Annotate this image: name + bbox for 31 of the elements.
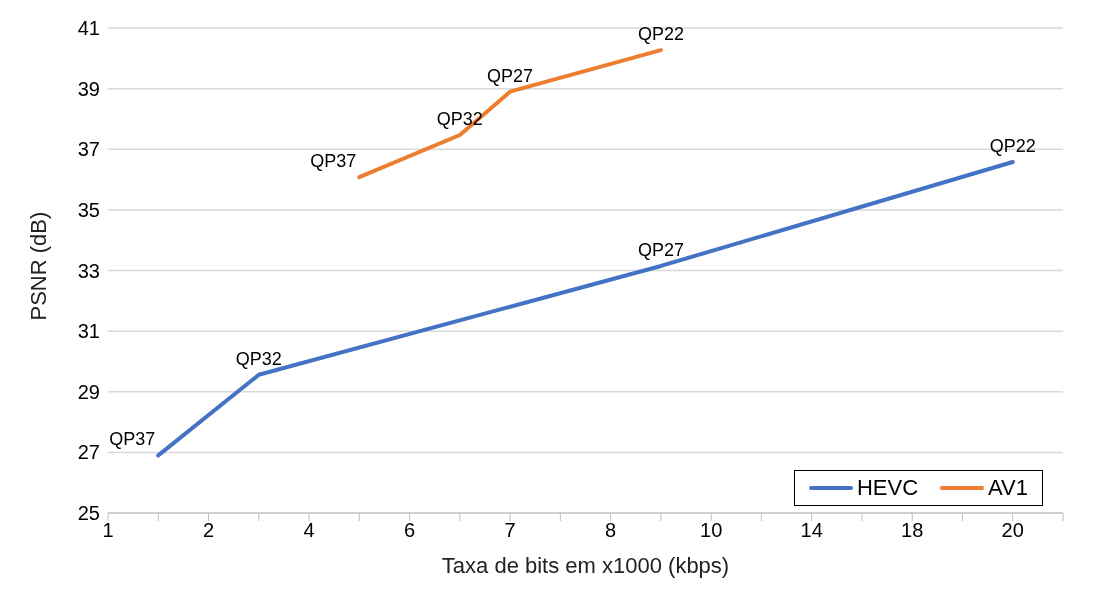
x-tick-label: 8 — [605, 519, 617, 542]
y-tick-label: 35 — [77, 198, 100, 221]
x-tick-label: 4 — [303, 519, 315, 542]
line-series — [357, 48, 663, 180]
y-tick-label: 25 — [77, 502, 100, 525]
x-tick-label: 6 — [404, 519, 416, 542]
data-label: QP22 — [637, 24, 684, 45]
x-axis-title: Taxa de bits em x1000 (kbps) — [441, 553, 730, 578]
legend-label: HEVC — [856, 475, 919, 501]
data-label: QP37 — [310, 151, 357, 172]
x-tick-label: 1 — [102, 519, 114, 542]
x-tick-label: 10 — [700, 519, 723, 542]
y-axis-title: PSNR (dB) — [25, 211, 51, 321]
x-tick-label: 2 — [202, 519, 215, 542]
y-tick-label: 39 — [77, 77, 100, 100]
y-tick-label: 41 — [77, 17, 100, 40]
y-tick-label: 31 — [77, 320, 100, 343]
x-tick-label: 7 — [504, 519, 516, 542]
y-tick-label: 33 — [77, 259, 100, 282]
x-tick-label: 20 — [1001, 519, 1024, 542]
data-label: QP37 — [109, 429, 156, 450]
y-tick-label: 37 — [77, 138, 100, 161]
y-tick-label: 27 — [77, 441, 100, 464]
x-tick-label: 14 — [800, 519, 823, 542]
data-label: QP32 — [235, 348, 282, 369]
x-tick-label: 18 — [901, 519, 924, 542]
data-label: QP27 — [637, 239, 684, 260]
data-label: QP22 — [989, 135, 1036, 156]
legend-label: AV1 — [988, 475, 1028, 501]
data-label: QP27 — [487, 65, 534, 86]
y-tick-label: 29 — [77, 380, 100, 403]
